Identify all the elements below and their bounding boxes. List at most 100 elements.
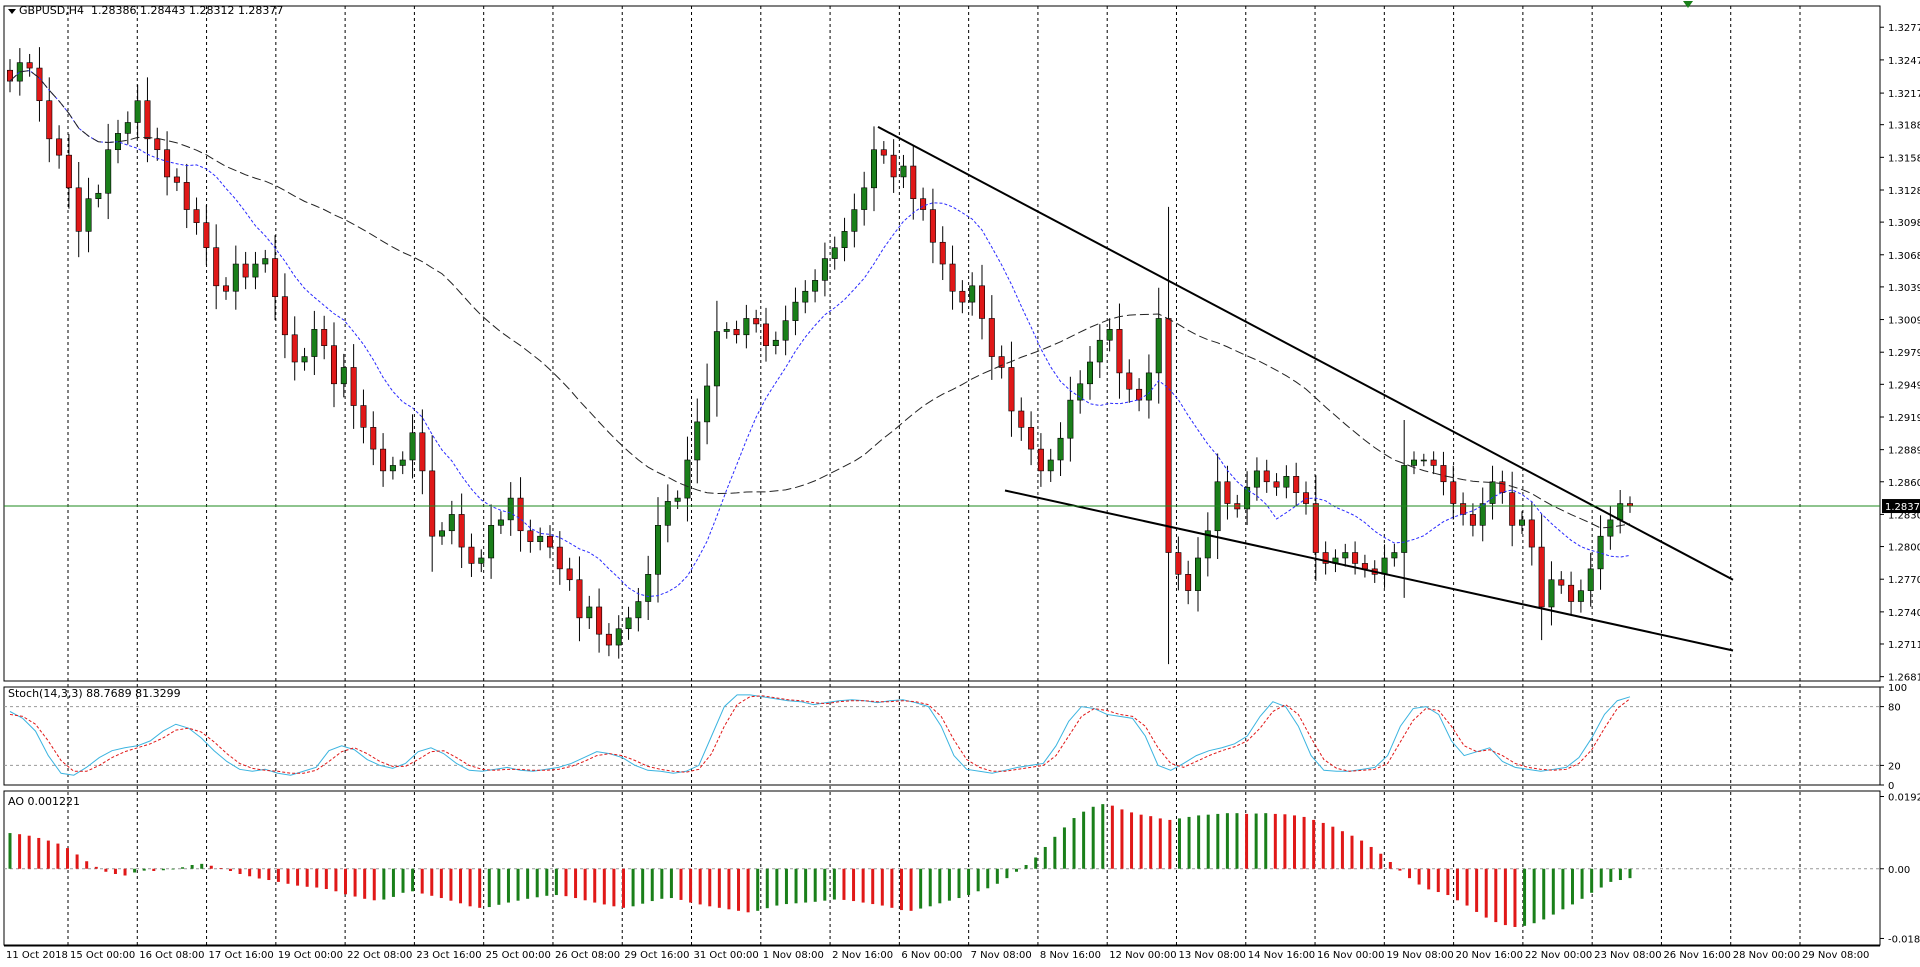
bearish-candle xyxy=(1509,492,1516,526)
bearish-candle xyxy=(890,154,897,178)
ao-tick-label: 0.019239 xyxy=(1888,792,1920,803)
bullish-candle xyxy=(1548,579,1555,608)
bearish-candle xyxy=(1028,427,1035,450)
bullish-candle xyxy=(841,231,848,248)
bearish-candle xyxy=(998,356,1005,368)
bearish-candle xyxy=(1499,481,1506,493)
bullish-candle xyxy=(1401,465,1408,553)
bearish-candle xyxy=(1312,503,1319,553)
bearish-candle xyxy=(1185,574,1192,591)
price-tick-label: 1.30390 xyxy=(1888,283,1920,294)
bearish-candle xyxy=(880,149,887,156)
upper-trendline xyxy=(877,125,1734,581)
bearish-candle xyxy=(910,165,917,200)
bullish-candle xyxy=(389,465,396,472)
stoch-tick-label: 80 xyxy=(1888,703,1901,714)
bullish-candle xyxy=(399,459,406,466)
bullish-candle xyxy=(586,606,593,619)
chart-shift-marker-icon xyxy=(1683,1,1693,8)
stoch-tick-label: 0 xyxy=(1888,781,1894,792)
bullish-candle xyxy=(802,290,809,303)
bearish-candle xyxy=(154,138,161,151)
bullish-candle xyxy=(537,535,544,542)
bullish-candle xyxy=(615,628,622,646)
x-axis-label: 2 Nov 16:00 xyxy=(832,950,893,961)
x-axis-label: 12 Nov 00:00 xyxy=(1109,950,1176,961)
bearish-candle xyxy=(419,432,426,472)
bearish-candle xyxy=(1126,372,1133,390)
price-tick-label: 1.26810 xyxy=(1888,673,1920,684)
x-axis-label: 13 Nov 08:00 xyxy=(1178,950,1245,961)
bearish-candle xyxy=(1450,481,1457,504)
bullish-candle xyxy=(105,149,112,194)
price-tick-label: 1.30985 xyxy=(1888,218,1920,229)
x-axis-label: 14 Nov 16:00 xyxy=(1248,950,1315,961)
fast-moving-average xyxy=(9,70,1631,598)
x-axis-label: 22 Nov 00:00 xyxy=(1525,950,1592,961)
bullish-candle xyxy=(969,285,976,303)
current-price-label: 1.28377 xyxy=(1885,502,1920,513)
lower-trendline xyxy=(1004,489,1734,652)
bearish-candle xyxy=(605,633,612,646)
price-tick-label: 1.29195 xyxy=(1888,413,1920,424)
bullish-candle xyxy=(1195,557,1202,591)
bearish-candle xyxy=(920,198,927,210)
symbol-name: GBPUSD,H4 xyxy=(19,4,84,17)
bearish-candle xyxy=(370,427,377,450)
bullish-candle xyxy=(1204,530,1211,559)
bullish-candle xyxy=(95,192,102,200)
bearish-candle xyxy=(203,222,210,248)
x-axis-label: 29 Oct 16:00 xyxy=(624,950,689,961)
bearish-candle xyxy=(1430,459,1437,466)
bearish-candle xyxy=(1175,552,1182,575)
bearish-candle xyxy=(75,187,82,232)
price-tick-label: 1.27110 xyxy=(1888,640,1920,651)
bearish-candle xyxy=(1018,410,1025,428)
bullish-candle xyxy=(645,574,652,602)
bearish-candle xyxy=(1273,481,1280,488)
ao-label: AO 0.001221 xyxy=(8,795,80,808)
bullish-candle xyxy=(1577,590,1584,602)
bearish-candle xyxy=(144,100,151,140)
bearish-candle xyxy=(1528,519,1535,548)
bearish-candle xyxy=(380,448,387,472)
bearish-candle xyxy=(556,546,563,570)
x-axis-label: 17 Oct 16:00 xyxy=(209,950,274,961)
bullish-candle xyxy=(448,514,455,532)
price-tick-label: 1.28600 xyxy=(1888,478,1920,489)
bullish-candle xyxy=(1489,481,1496,504)
bullish-candle xyxy=(812,280,819,292)
bearish-candle xyxy=(26,62,33,69)
price-tick-label: 1.28300 xyxy=(1888,510,1920,521)
price-tick-label: 1.28895 xyxy=(1888,446,1920,457)
bullish-candle xyxy=(301,356,308,363)
price-tick-label: 1.29495 xyxy=(1888,380,1920,391)
bearish-candle xyxy=(46,100,53,140)
bearish-candle xyxy=(1469,514,1476,526)
bearish-candle xyxy=(1627,503,1634,507)
bullish-candle xyxy=(743,318,750,336)
bullish-candle xyxy=(262,258,269,265)
stoch-signal-line xyxy=(9,695,1631,774)
price-tick-label: 1.31280 xyxy=(1888,186,1920,197)
bullish-candle xyxy=(1587,568,1594,591)
bullish-candle xyxy=(831,247,838,259)
bearish-candle xyxy=(929,209,936,243)
bearish-candle xyxy=(65,154,72,189)
dropdown-triangle-icon xyxy=(8,8,16,14)
price-tick-label: 1.31880 xyxy=(1888,121,1920,132)
bullish-candle xyxy=(478,557,485,564)
bearish-candle xyxy=(939,241,946,265)
price-tick-label: 1.28005 xyxy=(1888,543,1920,554)
bearish-candle xyxy=(36,67,43,102)
bullish-candle xyxy=(1283,476,1290,488)
bullish-candle xyxy=(1519,519,1526,526)
bullish-candle xyxy=(772,339,779,346)
bearish-candle xyxy=(762,323,769,346)
bearish-candle xyxy=(164,149,171,178)
bullish-candle xyxy=(1253,470,1260,488)
bearish-candle xyxy=(193,209,200,223)
bullish-candle xyxy=(782,320,789,341)
